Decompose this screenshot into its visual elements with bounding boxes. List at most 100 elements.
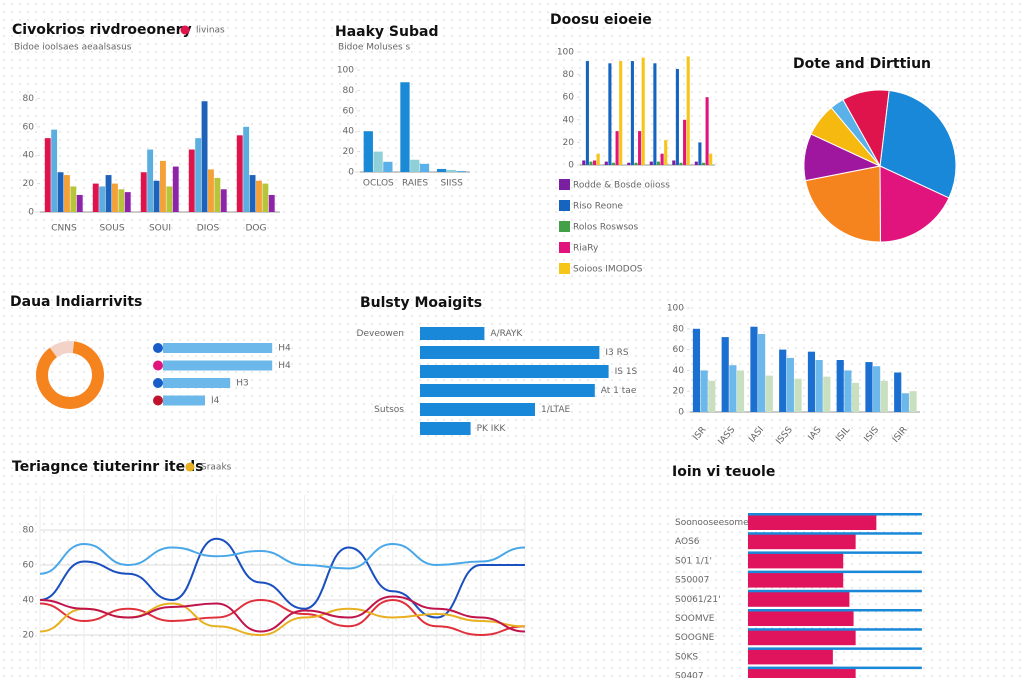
x-tick-label: ISIS <box>863 425 882 444</box>
x-tick-label: IASI <box>747 425 766 445</box>
bar <box>582 160 586 165</box>
legend-label: Rodde & Bosde oiioss <box>573 181 670 191</box>
bar <box>420 346 600 359</box>
line <box>39 595 526 633</box>
y-tick-label: 20 <box>563 138 575 148</box>
bar <box>220 189 227 212</box>
bar <box>420 422 471 435</box>
bar <box>758 334 766 412</box>
bar <box>608 63 612 165</box>
legend-marker <box>180 25 190 35</box>
bar <box>748 609 922 612</box>
y-tick-label: 40 <box>343 127 355 137</box>
y-tick-label: 0 <box>348 168 354 178</box>
bar <box>437 168 447 172</box>
legend-label: Riso Reone <box>573 202 623 212</box>
bar <box>163 378 231 388</box>
bar <box>672 160 676 165</box>
value-label: H3 <box>236 379 249 389</box>
bar <box>660 153 664 165</box>
bar <box>456 170 466 172</box>
y-tick-label: 100 <box>337 66 354 76</box>
y-tick-label: 0 <box>28 208 34 218</box>
x-tick-label: SOUI <box>149 224 171 234</box>
bar <box>70 186 77 212</box>
value-label: I4 <box>211 396 220 406</box>
y-tick-label: 60 <box>673 345 685 355</box>
y-tick-label: Soonooseesome <box>675 518 749 528</box>
bar <box>675 68 679 165</box>
y-tick-label: 0 <box>678 408 684 418</box>
bar <box>420 384 595 397</box>
legend-label: Rolos Roswsos <box>573 223 639 233</box>
legend-marker <box>559 179 570 190</box>
bar <box>214 177 221 212</box>
bar <box>630 61 634 165</box>
bar <box>664 140 668 165</box>
bar <box>750 326 758 412</box>
pie-slice <box>49 340 75 358</box>
x-tick-label: ISSS <box>774 425 795 447</box>
bar <box>779 349 787 412</box>
y-tick-label: S0061/21' <box>675 595 721 605</box>
bar <box>721 337 729 412</box>
bar <box>873 366 881 412</box>
bar <box>373 151 383 172</box>
pie-slice <box>879 165 950 243</box>
bar <box>705 97 709 165</box>
y-tick-label: 80 <box>23 94 35 104</box>
chart-title: Dote and Dirttiun <box>793 56 931 72</box>
y-tick-label: 100 <box>557 48 574 58</box>
value-label: H4 <box>278 361 291 371</box>
bar <box>383 161 393 172</box>
y-tick-label: 100 <box>667 304 684 314</box>
bullet <box>153 378 163 388</box>
y-tick-label: 20 <box>23 179 35 189</box>
y-tick-label: 20 <box>673 387 685 397</box>
y-tick-label: SOOMVE <box>675 614 715 624</box>
bar <box>694 161 698 165</box>
y-tick-label: 20 <box>343 147 355 157</box>
x-tick-label: SIISS <box>440 179 463 189</box>
bar <box>420 327 485 340</box>
bar <box>201 101 208 212</box>
bar <box>700 370 708 412</box>
bar <box>865 362 873 412</box>
legend-label: Sraaks <box>201 463 232 473</box>
bar <box>249 175 256 212</box>
bar <box>748 589 922 593</box>
bar <box>653 63 657 165</box>
bar <box>701 162 706 165</box>
bar <box>363 131 373 172</box>
bar <box>596 153 600 165</box>
x-tick-label: DOG <box>246 224 267 234</box>
x-tick-label: ISIR <box>891 425 910 445</box>
legend-label: livinas <box>196 26 225 36</box>
value-label: A/RAYK <box>490 329 523 339</box>
bar <box>748 668 856 678</box>
y-tick-label: S50007 <box>675 576 709 586</box>
bar <box>656 161 661 165</box>
bar <box>748 611 854 626</box>
bar <box>698 142 702 165</box>
bar <box>446 169 457 172</box>
chart-title: Civokrios rivdroeonery <box>12 22 192 38</box>
bar <box>679 162 683 165</box>
bar <box>708 380 716 412</box>
bar <box>634 162 638 165</box>
chart-title: Haaky Subad <box>335 24 438 40</box>
y-tick-label: 60 <box>563 93 575 103</box>
bar <box>163 395 205 406</box>
y-tick-label: 60 <box>343 106 355 116</box>
y-tick-label: 60 <box>23 122 35 132</box>
bar <box>172 166 179 212</box>
bar <box>748 591 850 607</box>
y-tick-label: Sutsos <box>374 405 404 415</box>
y-tick-label: S0407 <box>675 672 704 678</box>
y-tick-label: 40 <box>23 596 35 606</box>
bar <box>76 194 83 212</box>
bar <box>894 372 902 412</box>
bar <box>748 534 856 550</box>
bar <box>420 365 609 378</box>
